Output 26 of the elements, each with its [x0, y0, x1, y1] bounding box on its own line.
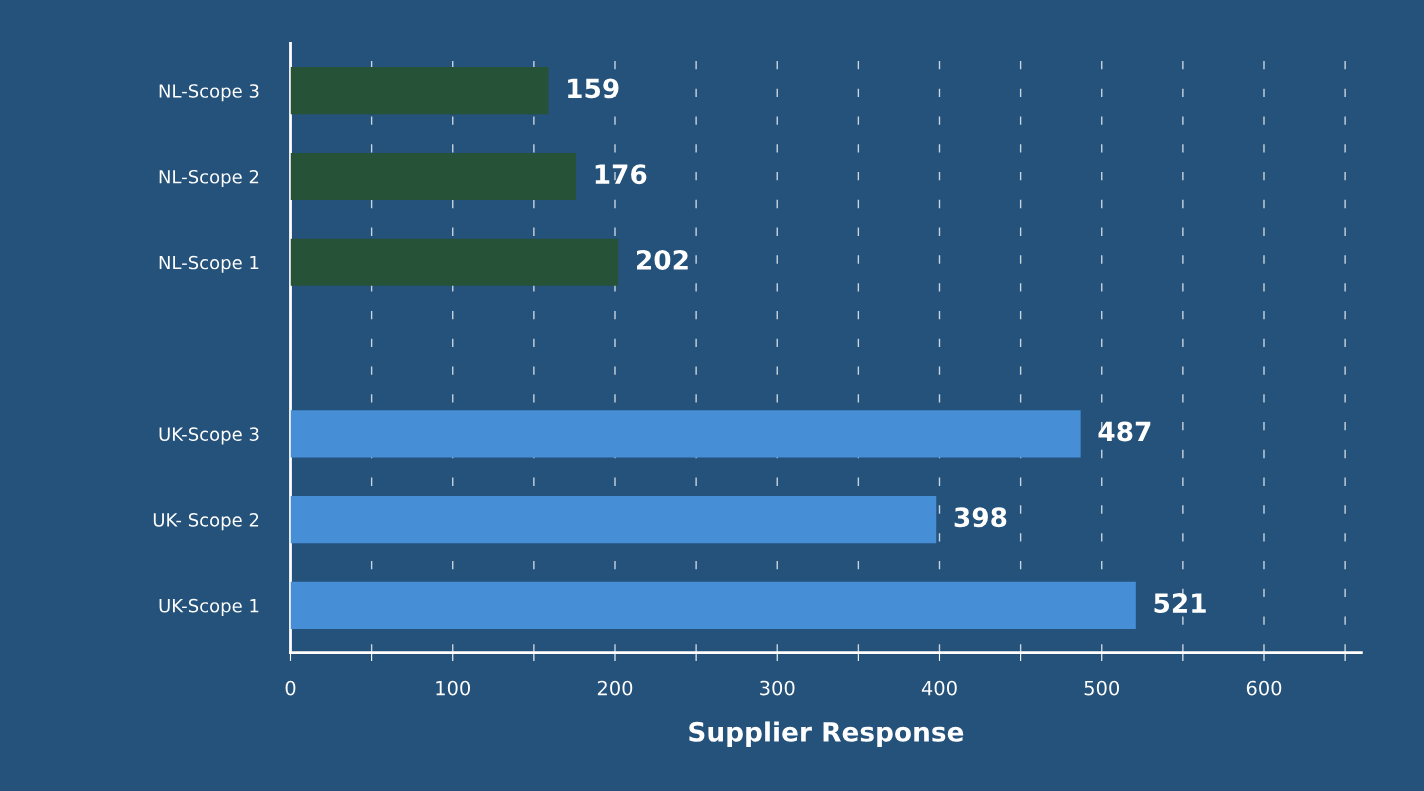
data-label: 521 [1154, 593, 1206, 614]
x-tick-label: 300 [760, 680, 795, 696]
y-tick-label: NL-Scope 2 [159, 169, 259, 188]
bar [290, 410, 1081, 458]
bar [290, 496, 937, 544]
x-tick-label: 400 [921, 680, 957, 696]
bar [290, 67, 549, 115]
y-tick-label: UK-Scope 1 [159, 598, 259, 617]
x-tick-label: 0 [285, 680, 296, 696]
x-tick-label: 600 [1246, 680, 1282, 696]
data-label: 202 [636, 249, 688, 270]
data-label: 487 [1098, 421, 1151, 442]
y-tick-label: NL-Scope 1 [159, 255, 259, 273]
y-tick-label: UK- Scope 2 [153, 513, 259, 531]
bar [290, 152, 577, 201]
bar [290, 238, 619, 286]
data-label: 159 [568, 78, 619, 99]
bar [290, 581, 1136, 629]
data-label: 176 [595, 164, 647, 185]
y-tick-label: UK-Scope 3 [159, 427, 259, 445]
y-tick-label: NL-Scope 3 [159, 84, 259, 102]
x-axis-title: Supplier Response [689, 721, 964, 747]
x-tick-label: 100 [436, 680, 471, 696]
x-tick-label: 200 [597, 680, 633, 696]
x-tick-label: 500 [1084, 680, 1120, 696]
data-label: 398 [954, 507, 1007, 528]
